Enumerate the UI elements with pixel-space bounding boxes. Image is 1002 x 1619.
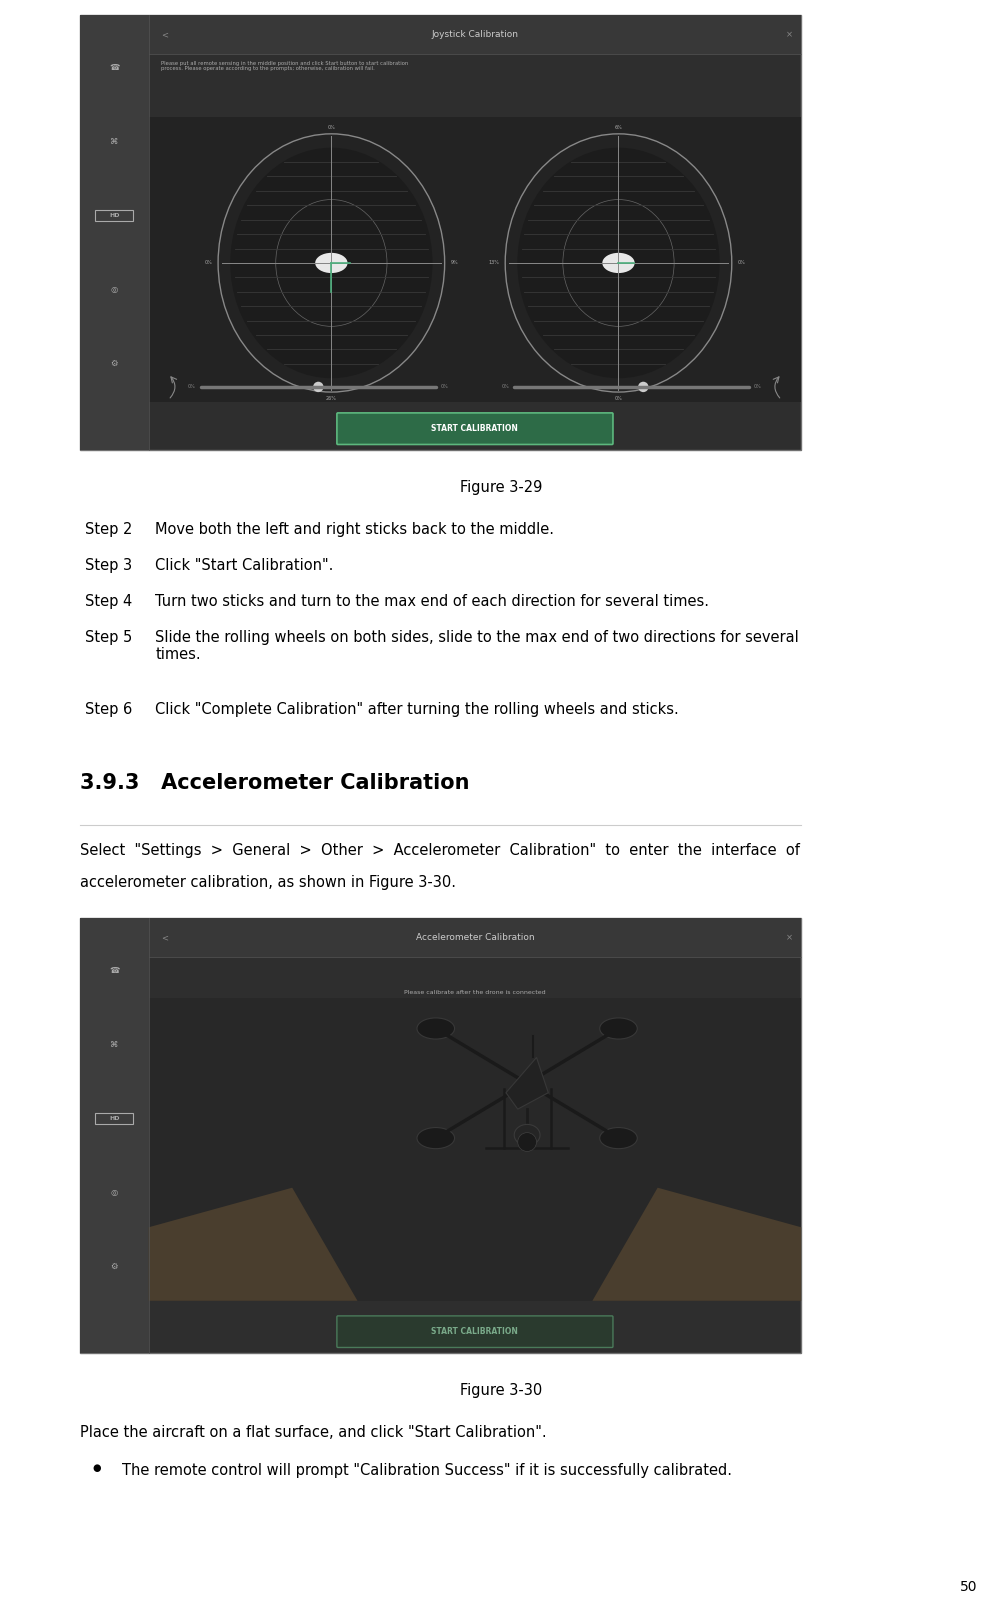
Text: Place the aircraft on a flat surface, and click "Start Calibration".: Place the aircraft on a flat surface, an…: [80, 1425, 547, 1439]
Ellipse shape: [417, 1127, 455, 1149]
Ellipse shape: [316, 253, 348, 274]
Text: 13%: 13%: [488, 261, 499, 266]
Ellipse shape: [602, 253, 634, 274]
Text: 50: 50: [960, 1580, 977, 1595]
Text: 26%: 26%: [326, 395, 337, 400]
Bar: [148, 117, 802, 402]
Text: ⌘: ⌘: [110, 136, 118, 146]
Text: Step 4: Step 4: [85, 594, 132, 609]
Text: ⚙: ⚙: [110, 358, 118, 368]
Text: Accelerometer Calibration: Accelerometer Calibration: [416, 933, 534, 942]
Text: 0%: 0%: [441, 384, 449, 390]
Text: <: <: [160, 933, 167, 942]
Text: 6%: 6%: [614, 125, 622, 131]
Text: 3.9.3   Accelerometer Calibration: 3.9.3 Accelerometer Calibration: [80, 772, 470, 793]
Ellipse shape: [514, 1125, 540, 1146]
Ellipse shape: [417, 1018, 455, 1039]
Text: ×: ×: [787, 933, 794, 942]
Text: Joystick Calibration: Joystick Calibration: [432, 31, 518, 39]
Polygon shape: [506, 1057, 548, 1109]
Text: Step 5: Step 5: [85, 630, 132, 644]
Text: ●: ●: [92, 1464, 100, 1473]
Ellipse shape: [600, 1127, 637, 1149]
Text: 0%: 0%: [501, 384, 509, 390]
Text: Please calibrate after the drone is connected: Please calibrate after the drone is conn…: [404, 989, 546, 994]
Text: ⚙: ⚙: [110, 1261, 118, 1271]
Bar: [80, 15, 148, 450]
Text: Step 6: Step 6: [85, 703, 132, 717]
Text: Select  "Settings  >  General  >  Other  >  Accelerometer  Calibration"  to  ent: Select "Settings > General > Other > Acc…: [80, 843, 800, 858]
Text: START CALIBRATION: START CALIBRATION: [432, 1328, 518, 1336]
Text: Please put all remote sensing in the middle position and click Start button to s: Please put all remote sensing in the mid…: [160, 60, 408, 71]
Bar: [148, 999, 802, 1300]
Text: ⌘: ⌘: [110, 1039, 118, 1049]
Ellipse shape: [600, 1018, 637, 1039]
Polygon shape: [148, 1188, 358, 1300]
Text: ◎: ◎: [111, 285, 118, 293]
Polygon shape: [592, 1188, 802, 1300]
Circle shape: [518, 1133, 536, 1151]
Text: Step 2: Step 2: [85, 521, 132, 538]
Text: 0%: 0%: [754, 384, 762, 390]
Text: 0%: 0%: [328, 125, 336, 131]
Text: 0%: 0%: [614, 395, 622, 400]
Text: Click "Complete Calibration" after turning the rolling wheels and sticks.: Click "Complete Calibration" after turni…: [155, 703, 679, 717]
Text: ×: ×: [787, 31, 794, 39]
Text: Click "Start Calibration".: Click "Start Calibration".: [155, 559, 334, 573]
FancyBboxPatch shape: [337, 413, 613, 445]
Text: ☎: ☎: [109, 965, 119, 975]
Ellipse shape: [517, 147, 719, 379]
Text: 9%: 9%: [451, 261, 458, 266]
Text: ◎: ◎: [111, 1188, 118, 1196]
Text: 0%: 0%: [204, 261, 212, 266]
Bar: [148, 15, 802, 53]
Text: Move both the left and right sticks back to the middle.: Move both the left and right sticks back…: [155, 521, 554, 538]
Text: accelerometer calibration, as shown in Figure 3-30.: accelerometer calibration, as shown in F…: [80, 874, 456, 890]
Text: Turn two sticks and turn to the max end of each direction for several times.: Turn two sticks and turn to the max end …: [155, 594, 709, 609]
Text: HD: HD: [109, 212, 119, 217]
Ellipse shape: [230, 147, 433, 379]
Text: Step 3: Step 3: [85, 559, 132, 573]
Text: 0%: 0%: [188, 384, 195, 390]
Text: The remote control will prompt "Calibration Success" if it is successfully calib: The remote control will prompt "Calibrat…: [122, 1464, 732, 1478]
Text: ☎: ☎: [109, 63, 119, 71]
Circle shape: [638, 382, 648, 392]
Text: Figure 3-29: Figure 3-29: [460, 479, 542, 495]
Text: Figure 3-30: Figure 3-30: [460, 1383, 542, 1397]
Circle shape: [313, 382, 324, 392]
FancyBboxPatch shape: [337, 1316, 613, 1347]
Bar: [80, 15, 802, 450]
Bar: [80, 918, 148, 1353]
Text: <: <: [160, 31, 167, 39]
Bar: [148, 918, 802, 957]
Text: START CALIBRATION: START CALIBRATION: [432, 424, 518, 434]
Text: HD: HD: [109, 1115, 119, 1120]
Text: 0%: 0%: [737, 261, 745, 266]
Text: Slide the rolling wheels on both sides, slide to the max end of two directions f: Slide the rolling wheels on both sides, …: [155, 630, 799, 662]
Bar: [80, 918, 802, 1353]
